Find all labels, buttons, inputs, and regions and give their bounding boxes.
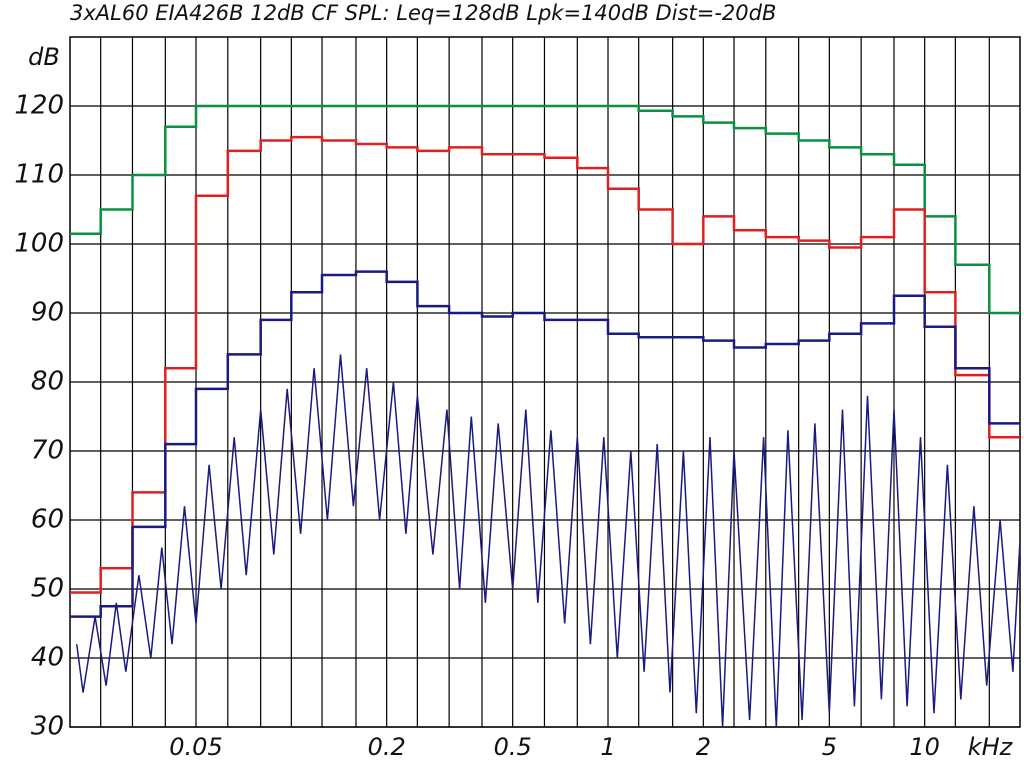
step-line [70, 135, 1020, 594]
x-tick-label: 0.2 [368, 733, 406, 761]
y-tick-label: 90 [31, 298, 64, 328]
y-tick-label: 70 [31, 436, 64, 466]
y-tick-label: 50 [31, 574, 64, 604]
y-tick-label: 80 [31, 367, 64, 397]
x-tick-label: 2 [696, 733, 711, 761]
x-tick-label: 0.5 [494, 733, 532, 761]
chart-title: 3xAL60 EIA426B 12dB CF SPL: Leq=128dB Lp… [70, 1, 776, 25]
y-axis-label: dB [28, 43, 60, 71]
plot-frame [69, 36, 1021, 728]
y-tick-label: 110 [14, 160, 64, 190]
y-tick-label: 30 [31, 712, 64, 742]
x-tick-label: 5 [822, 733, 837, 761]
spectrum-line [75, 354, 1021, 728]
x-tick-label: 0.05 [169, 733, 222, 761]
y-tick-label: 100 [14, 229, 64, 259]
x-tick-label: 10 [909, 733, 940, 761]
x-tick-label: 1 [600, 733, 615, 761]
y-tick-label: 60 [31, 505, 64, 535]
step-line [70, 104, 1020, 315]
x-axis-unit: kHz [968, 733, 1014, 761]
step-line [70, 270, 1020, 618]
y-tick-label: 120 [14, 91, 64, 121]
y-tick-label: 40 [31, 643, 64, 673]
